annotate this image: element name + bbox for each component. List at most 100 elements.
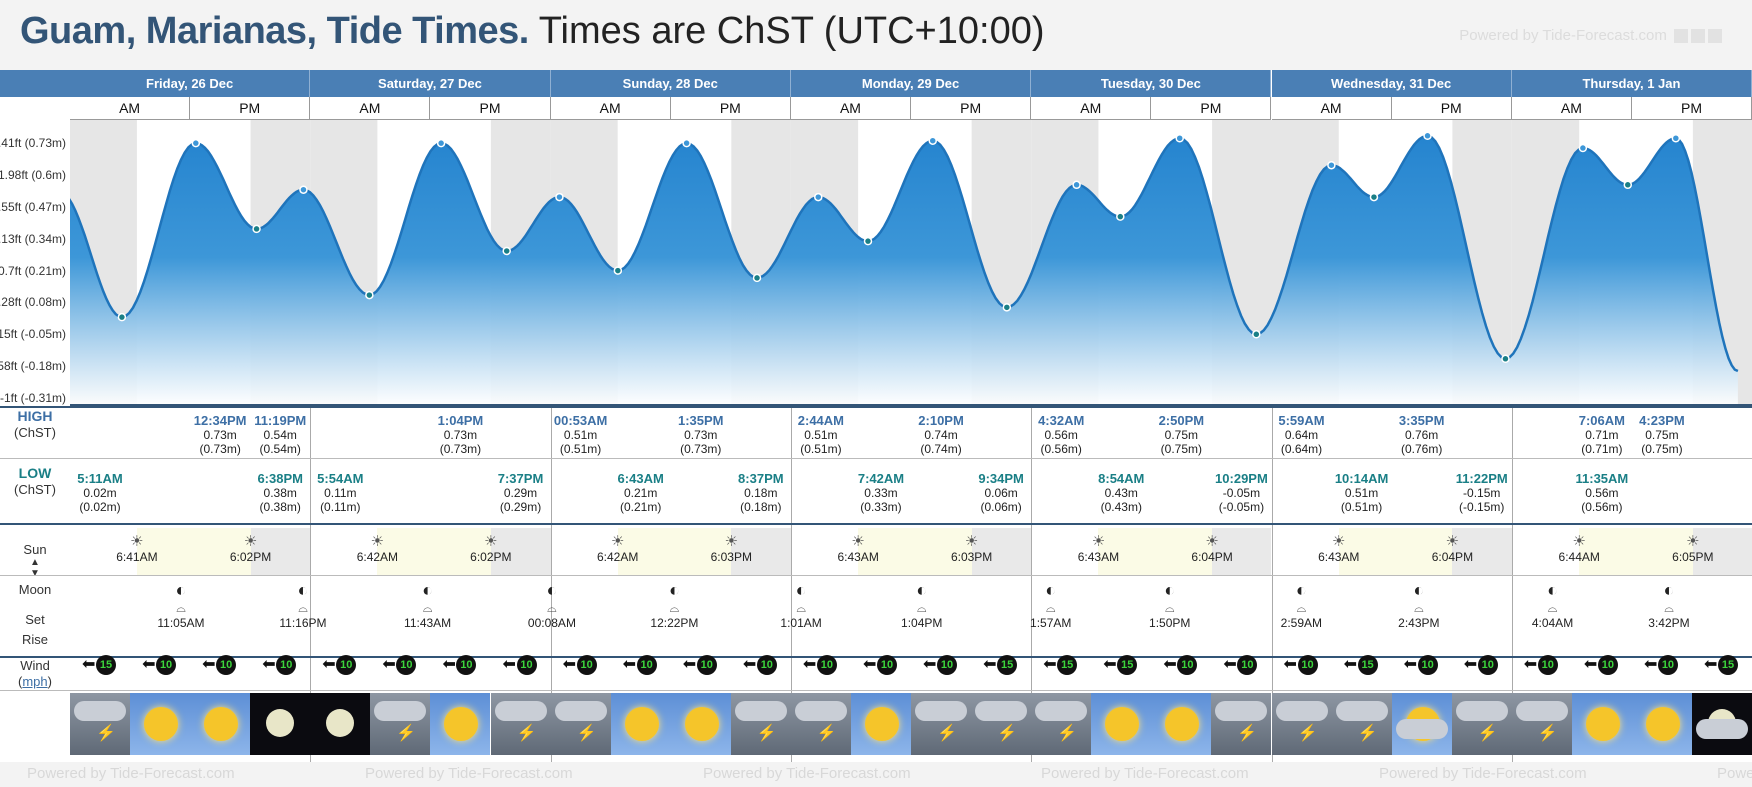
sunrise-icon: ☀	[1572, 533, 1586, 550]
wind-speed: 10	[396, 655, 417, 675]
high-tide-point[interactable]	[1327, 160, 1336, 170]
moonrise-time: 4:04AM	[1531, 616, 1574, 630]
high-tide-point[interactable]	[436, 138, 446, 148]
low-tide-point[interactable]	[613, 266, 623, 275]
night-band	[1452, 528, 1512, 575]
daylight-band	[1338, 528, 1453, 575]
row-separator	[70, 523, 1752, 525]
sunrise-icon: ☀	[610, 533, 625, 550]
low-tide-point[interactable]	[502, 246, 511, 256]
wind-direction-icon: ⬅	[1643, 656, 1658, 673]
low-tide-height-paren: (0.51m)	[1340, 500, 1383, 514]
moon-phase-icon: ◐	[1663, 580, 1675, 600]
tide-grid: Friday, 26 Dec AM PM Saturday, 27 Dec AM PM Su…	[70, 70, 1752, 762]
moonrise-time: 1:57AM	[1030, 616, 1072, 630]
wind-cell: ⬅ 10	[262, 652, 297, 680]
low-tide-height: 0.56m	[1585, 486, 1619, 500]
low-tide-point[interactable]	[863, 236, 873, 246]
moonrise-cell: ◐ ⌓ 00:08AM	[522, 580, 582, 630]
moon-phase-icon: ◐	[916, 580, 928, 600]
high-tide-point[interactable]	[1423, 131, 1432, 141]
daylight-band	[1579, 528, 1693, 575]
moonrise-cell: ◐ ⌓ 2:59AM	[1271, 580, 1331, 630]
low-tide-point[interactable]	[365, 290, 374, 300]
high-tide-point[interactable]	[814, 192, 823, 202]
low-tide-cell: 10:29PM -0.05m (-0.05m)	[1211, 472, 1271, 515]
low-tide-point[interactable]	[252, 224, 261, 234]
low-tide-time: 9:34PM	[978, 471, 1024, 486]
wind-cell: ⬅ 10	[563, 652, 597, 680]
tide-line	[70, 134, 1739, 373]
high-tide-height-paren: (0.54m)	[259, 442, 301, 456]
moon-phase-icon: ◐	[1295, 580, 1307, 600]
wind-direction-icon: ⬅	[382, 656, 396, 673]
wind-speed: 15	[1357, 655, 1378, 675]
low-tide-point[interactable]	[1002, 303, 1012, 312]
high-tide-cell: 1:35PM 0.73m (0.73m)	[671, 413, 731, 457]
low-tide-height-paren: (0.33m)	[860, 500, 902, 514]
low-tide-cell: 11:22PM -0.15m (-0.15m)	[1452, 472, 1512, 515]
sunrise-icon: ☀	[130, 533, 144, 550]
sunset-cell: ☀ 6:04PM	[1182, 532, 1242, 564]
low-tide-point[interactable]	[1252, 330, 1261, 339]
high-tide-point[interactable]	[1578, 143, 1588, 153]
moon-phase-icon: ◐	[1045, 580, 1057, 600]
high-tide-height: 0.73m	[684, 428, 718, 442]
sunrise-icon: ☀	[370, 533, 385, 550]
pm-header: PM	[190, 97, 311, 120]
wind-speed: 15	[1718, 655, 1739, 675]
moon-label: Moon	[18, 582, 52, 597]
low-tide-height-paren: (-0.15m)	[1459, 500, 1505, 514]
wind-unit-link[interactable]: mph	[22, 674, 48, 689]
moonset-time: 1:04PM	[901, 616, 943, 630]
high-tide-point[interactable]	[928, 136, 937, 145]
sunset-time: 6:03PM	[950, 550, 993, 564]
night-band	[1212, 528, 1272, 575]
pm-header: PM	[430, 97, 551, 120]
storm-weather-icon: ⚡	[1031, 693, 1092, 755]
day-header: Monday, 29 Dec	[790, 70, 1032, 97]
low-tide-point[interactable]	[752, 273, 762, 283]
sunset-icon: ☀	[1445, 533, 1460, 550]
high-tide-point[interactable]	[1671, 134, 1681, 143]
am-header: AM	[550, 97, 671, 120]
storm-weather-icon: ⚡	[1511, 693, 1572, 755]
high-tide-height-paren: (0.51m)	[800, 442, 842, 456]
high-tide-height-paren: (0.76m)	[1400, 442, 1443, 456]
wind-direction-icon: ⬅	[622, 656, 637, 673]
high-tide-point[interactable]	[1072, 180, 1081, 190]
low-tide-point[interactable]	[117, 312, 127, 322]
sun-weather-icon	[1091, 693, 1152, 755]
storm-weather-icon: ⚡	[1211, 693, 1272, 755]
high-tide-point[interactable]	[682, 138, 691, 148]
wind-direction-icon: ⬅	[1403, 656, 1418, 673]
high-tide-point[interactable]	[555, 192, 564, 202]
sunset-time: 6:02PM	[470, 550, 512, 564]
low-tide-point[interactable]	[1623, 180, 1633, 190]
am-header: AM	[1031, 97, 1152, 120]
high-tide-point[interactable]	[1175, 134, 1184, 143]
high-tide-cell: 11:19PM 0.54m (0.54m)	[250, 414, 310, 457]
moon-phase-icon: ◐	[1164, 580, 1176, 600]
y-axis-tick-label: 0.28ft (0.08m)	[0, 295, 66, 310]
low-tide-point[interactable]	[1116, 212, 1125, 221]
y-axis-tick-label: 1.55ft (0.47m)	[0, 199, 66, 214]
high-tide-cell: 1:04PM 0.73m (0.73m)	[430, 414, 490, 457]
sunrise-time: 6:42AM	[596, 550, 639, 564]
high-tide-point[interactable]	[191, 138, 201, 148]
high-tide-time: 1:35PM	[677, 413, 724, 428]
night-band	[250, 528, 311, 575]
low-tide-point[interactable]	[1501, 354, 1510, 364]
wind-speed: 10	[456, 655, 477, 675]
wind-cell: ⬅ 10	[1284, 652, 1318, 680]
low-tide-time: 6:43AM	[617, 471, 664, 486]
high-tide-cell: 12:34PM 0.73m (0.73m)	[190, 414, 250, 457]
low-tide-point[interactable]	[1369, 192, 1379, 202]
wind-unit-wrap: (mph)	[18, 674, 52, 689]
high-tide-point[interactable]	[299, 185, 308, 194]
storm-weather-icon: ⚡	[911, 693, 972, 755]
sun-toggle-icon[interactable]: ▲ ▼	[30, 557, 40, 579]
powered-by-top[interactable]: Powered by Tide-Forecast.com	[1459, 27, 1722, 44]
day-divider	[1031, 406, 1033, 762]
storm-weather-icon: ⚡	[971, 693, 1032, 755]
